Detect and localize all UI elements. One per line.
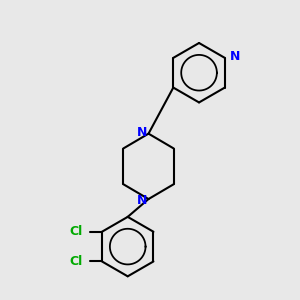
Text: Cl: Cl — [69, 225, 82, 238]
Text: N: N — [137, 126, 147, 139]
Text: N: N — [137, 194, 147, 207]
Text: Cl: Cl — [69, 255, 82, 268]
Text: N: N — [230, 50, 241, 63]
